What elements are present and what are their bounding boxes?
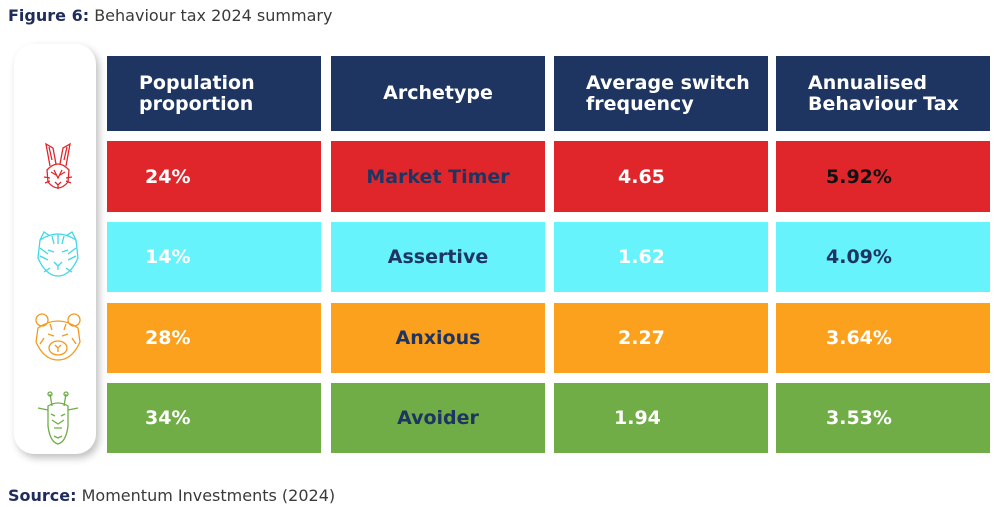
row-1-population: 24% xyxy=(107,141,321,212)
row-3-archetype: Anxious xyxy=(331,303,545,373)
source-label: Source: xyxy=(8,486,77,505)
row-1-frequency: 4.65 xyxy=(554,141,768,212)
giraffe-icon xyxy=(37,391,79,445)
row-1-tax: 5.92% xyxy=(776,141,990,212)
bear-icon xyxy=(35,313,81,361)
row-3-population: 28% xyxy=(107,303,321,373)
row-1-archetype: Market Timer xyxy=(331,141,545,212)
row-2-population: 14% xyxy=(107,222,321,292)
icon-panel xyxy=(14,44,96,454)
row-3-frequency: 2.27 xyxy=(554,303,768,373)
row-2-frequency: 1.62 xyxy=(554,222,768,292)
header-archetype: Archetype xyxy=(331,56,545,131)
row-2-archetype: Assertive xyxy=(331,222,545,292)
row-4-tax: 3.53% xyxy=(776,383,990,453)
source-note: Source: Momentum Investments (2024) xyxy=(8,486,335,505)
figure-title-text: Behaviour tax 2024 summary xyxy=(94,6,333,25)
header-frequency: Average switch frequency xyxy=(554,56,768,131)
row-4-population: 34% xyxy=(107,383,321,453)
rabbit-icon xyxy=(43,142,73,189)
row-3-tax: 3.64% xyxy=(776,303,990,373)
header-tax: Annualised Behaviour Tax xyxy=(776,56,990,131)
figure-label: Figure 6: xyxy=(8,6,90,25)
header-population: Population proportion xyxy=(107,56,321,131)
row-4-frequency: 1.94 xyxy=(554,383,768,453)
row-4-archetype: Avoider xyxy=(331,383,545,453)
tiger-icon xyxy=(37,231,79,277)
row-2-tax: 4.09% xyxy=(776,222,990,292)
figure-title: Figure 6: Behaviour tax 2024 summary xyxy=(8,6,332,25)
source-text: Momentum Investments (2024) xyxy=(81,486,336,505)
